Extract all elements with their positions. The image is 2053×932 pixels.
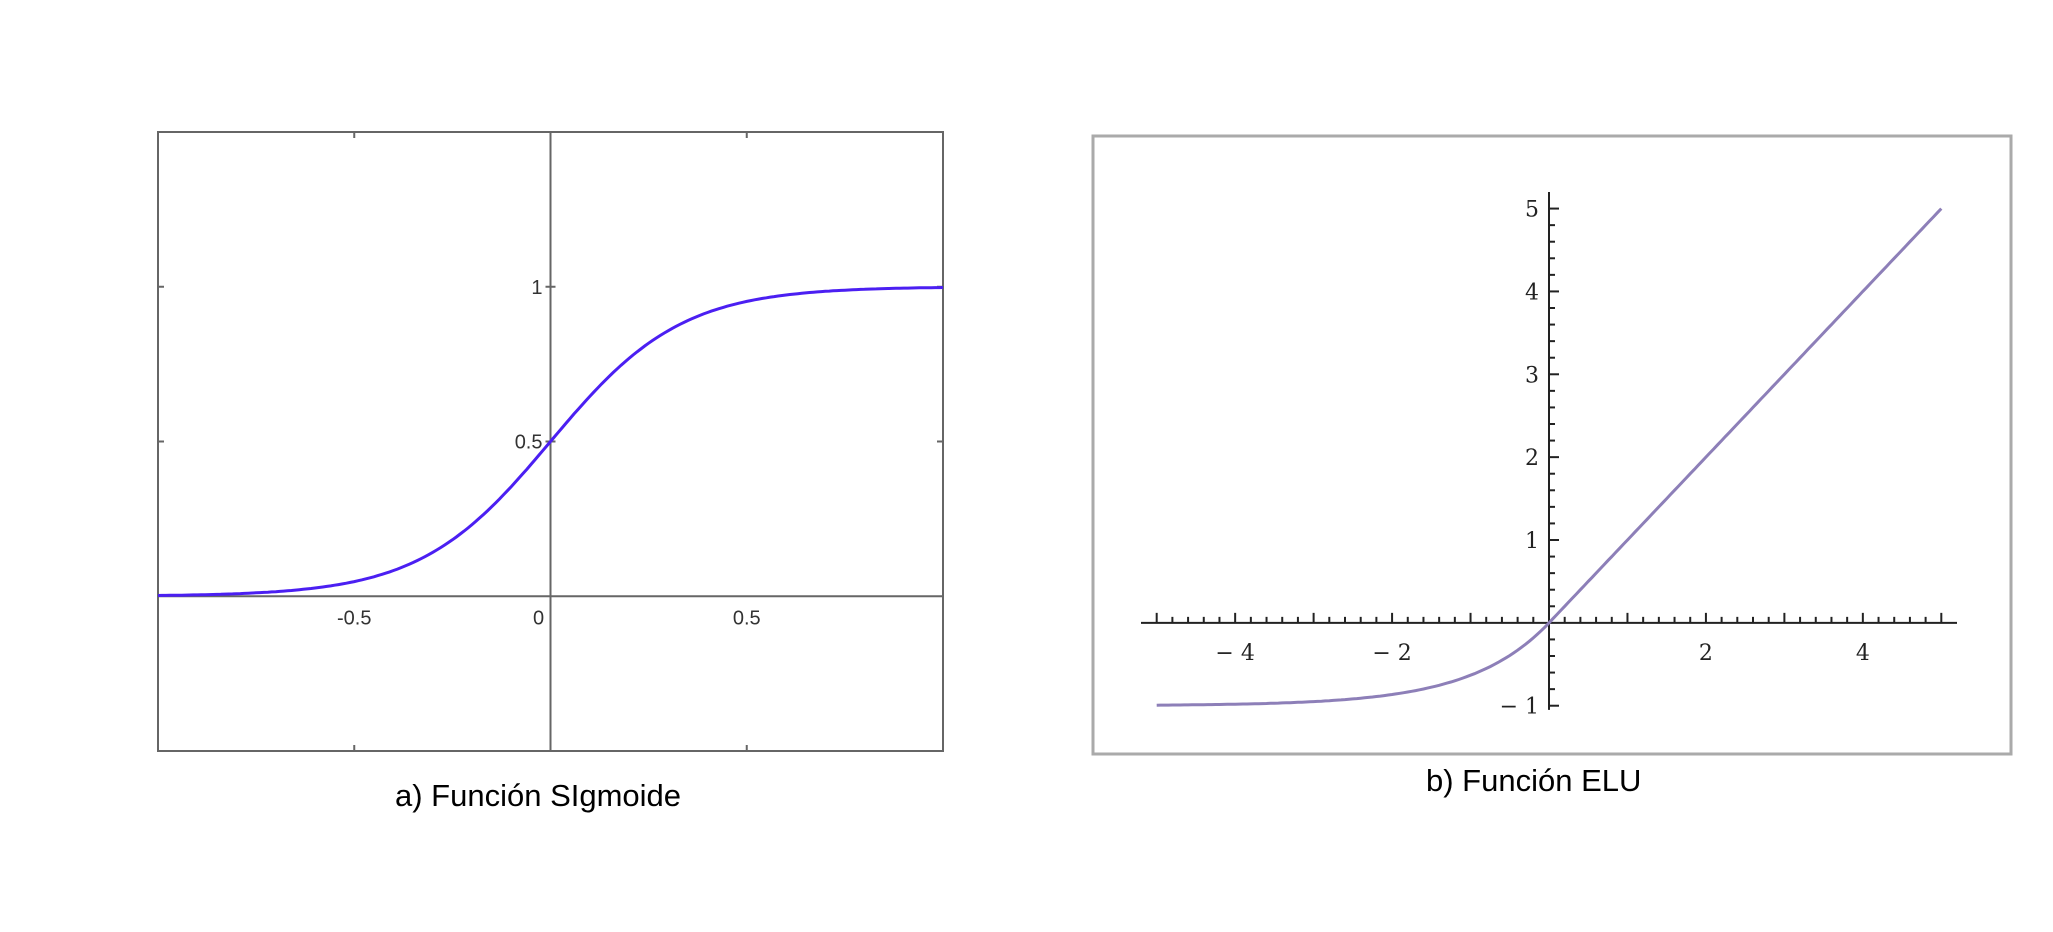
y-tick-label: 1 xyxy=(531,277,542,299)
x-tick-label: − 4 xyxy=(1215,641,1254,666)
y-tick-label: 2 xyxy=(1525,446,1539,471)
x-tick-label: − 2 xyxy=(1372,641,1411,666)
plot-frame xyxy=(1091,134,2013,756)
x-tick-label: 0 xyxy=(533,607,544,629)
caption-sigmoid: a) Función SIgmoide xyxy=(395,778,682,813)
y-tick-label: 1 xyxy=(1525,529,1539,554)
y-tick-label: 4 xyxy=(1525,280,1539,305)
sigmoid-chart: -0.5 0 0.5 0.5 1 xyxy=(157,131,944,752)
y-tick-label: 5 xyxy=(1525,198,1539,223)
y-tick-label: 0.5 xyxy=(515,432,543,454)
y-tick-label: − 1 xyxy=(1500,695,1539,720)
elu-curve xyxy=(1156,207,1943,707)
x-tick-label: 0.5 xyxy=(733,607,761,629)
x-tick-label: 2 xyxy=(1699,641,1713,666)
caption-elu: b) Función ELU xyxy=(1426,763,1642,798)
sigmoid-curve xyxy=(157,286,944,597)
y-tick-label: 3 xyxy=(1525,363,1539,388)
x-tick-label: -0.5 xyxy=(337,607,371,629)
x-tick-label: 4 xyxy=(1856,641,1870,666)
elu-chart: − 4 − 2 2 4 − 1 1 2 3 4 5 xyxy=(1091,134,2013,756)
